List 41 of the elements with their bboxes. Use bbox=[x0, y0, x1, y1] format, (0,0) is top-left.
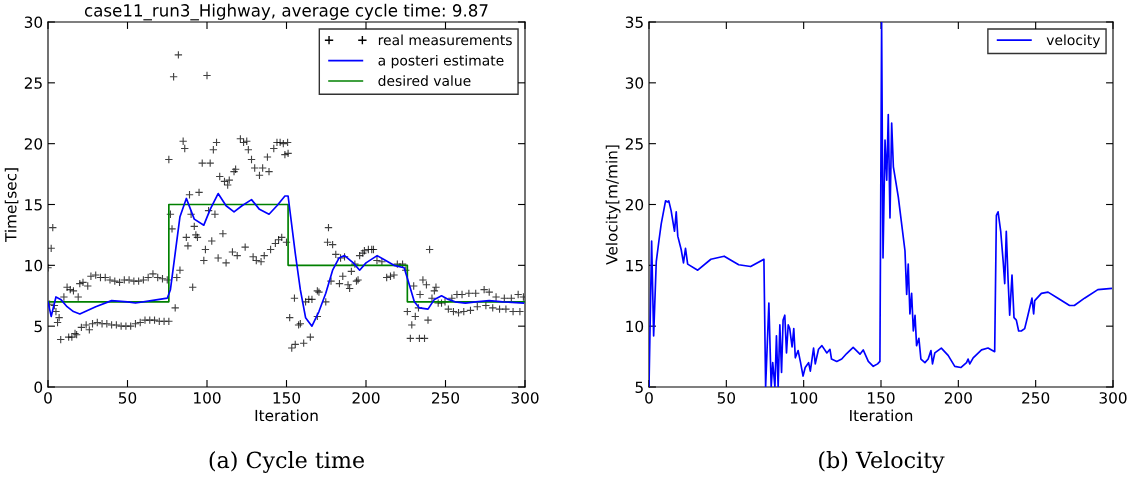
y-tick-label: 5 bbox=[34, 320, 42, 333]
y-tick-label: 25 bbox=[625, 138, 643, 150]
x-axis-title: Iteration bbox=[850, 409, 913, 422]
x-tick-label: 100 bbox=[194, 392, 221, 404]
line-series bbox=[48, 192, 525, 328]
x-tick-label: 0 bbox=[645, 392, 653, 404]
y-tick-label: 35 bbox=[625, 16, 643, 29]
y-tick-label: 5 bbox=[635, 381, 643, 394]
y-tick-label: 20 bbox=[625, 198, 644, 211]
y-axis-title: Velocity[m/min] bbox=[605, 145, 621, 265]
legend-label: a posteri estimate bbox=[378, 54, 504, 69]
chart-title: case11_run3_Highway, average cycle time: 9.87 bbox=[84, 3, 488, 21]
line-series bbox=[649, 22, 1112, 387]
y-tick-label: 0 bbox=[34, 381, 43, 394]
x-tick-label: 300 bbox=[511, 392, 539, 404]
y-tick-label: 30 bbox=[24, 16, 43, 29]
text: (a) Cycle time bbox=[209, 451, 365, 473]
x-tick-label: 0 bbox=[44, 392, 52, 404]
y-axis-title: Time[sec] bbox=[4, 168, 19, 243]
y-tick-label: 15 bbox=[25, 199, 42, 211]
x-tick-label: 250 bbox=[1022, 392, 1050, 404]
y-tick-label: 10 bbox=[25, 259, 43, 272]
legend-label: desired value bbox=[378, 75, 471, 87]
x-tick-label: 50 bbox=[118, 392, 137, 404]
y-tick-label: 30 bbox=[625, 77, 644, 89]
x-tick-label: 200 bbox=[944, 392, 972, 404]
y-tick-label: 15 bbox=[626, 260, 643, 272]
x-tick-label: 50 bbox=[717, 392, 736, 404]
x-tick-label: 100 bbox=[790, 392, 818, 404]
legend-label: real measurements bbox=[378, 34, 512, 46]
legend-label: velocity bbox=[1046, 34, 1101, 48]
x-tick-label: 150 bbox=[273, 392, 301, 404]
y-tick-label: 20 bbox=[24, 138, 43, 150]
x-axis-title: Iteration bbox=[255, 409, 318, 422]
x-tick-label: 200 bbox=[352, 392, 380, 404]
x-tick-label: 300 bbox=[1099, 392, 1127, 404]
x-tick-label: 250 bbox=[432, 392, 460, 404]
y-tick-label: 25 bbox=[24, 77, 42, 89]
x-tick-label: 150 bbox=[868, 392, 895, 404]
y-tick-label: 10 bbox=[626, 320, 644, 333]
text: (b) Velocity bbox=[819, 451, 945, 473]
